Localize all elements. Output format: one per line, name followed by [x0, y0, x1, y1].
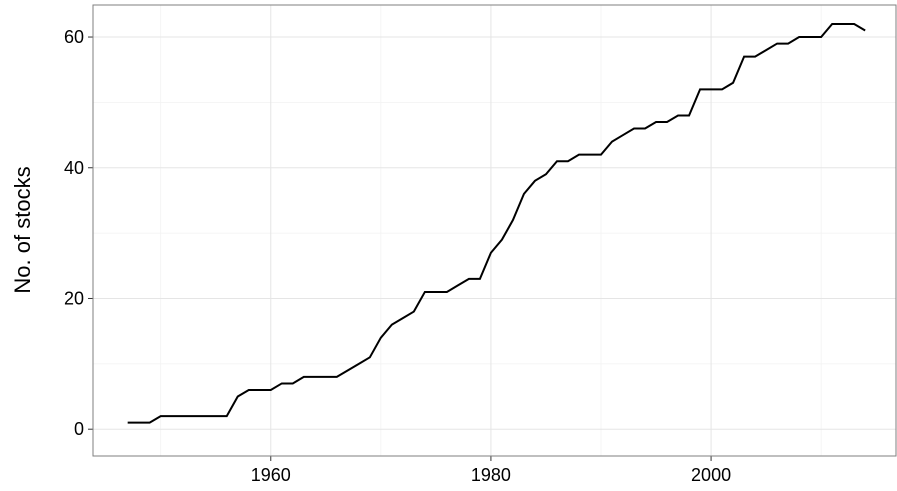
y-tick-label: 60 [64, 27, 84, 47]
x-tick-label: 1980 [471, 465, 511, 485]
x-tick-label: 2000 [691, 465, 731, 485]
y-tick-label: 20 [64, 288, 84, 308]
panel-border [92, 4, 897, 457]
y-tick-label: 40 [64, 158, 84, 178]
x-tick-label: 1960 [251, 465, 291, 485]
y-tick-label: 0 [74, 419, 84, 439]
y-axis-label: No. of stocks [10, 166, 35, 293]
line [127, 22, 866, 424]
